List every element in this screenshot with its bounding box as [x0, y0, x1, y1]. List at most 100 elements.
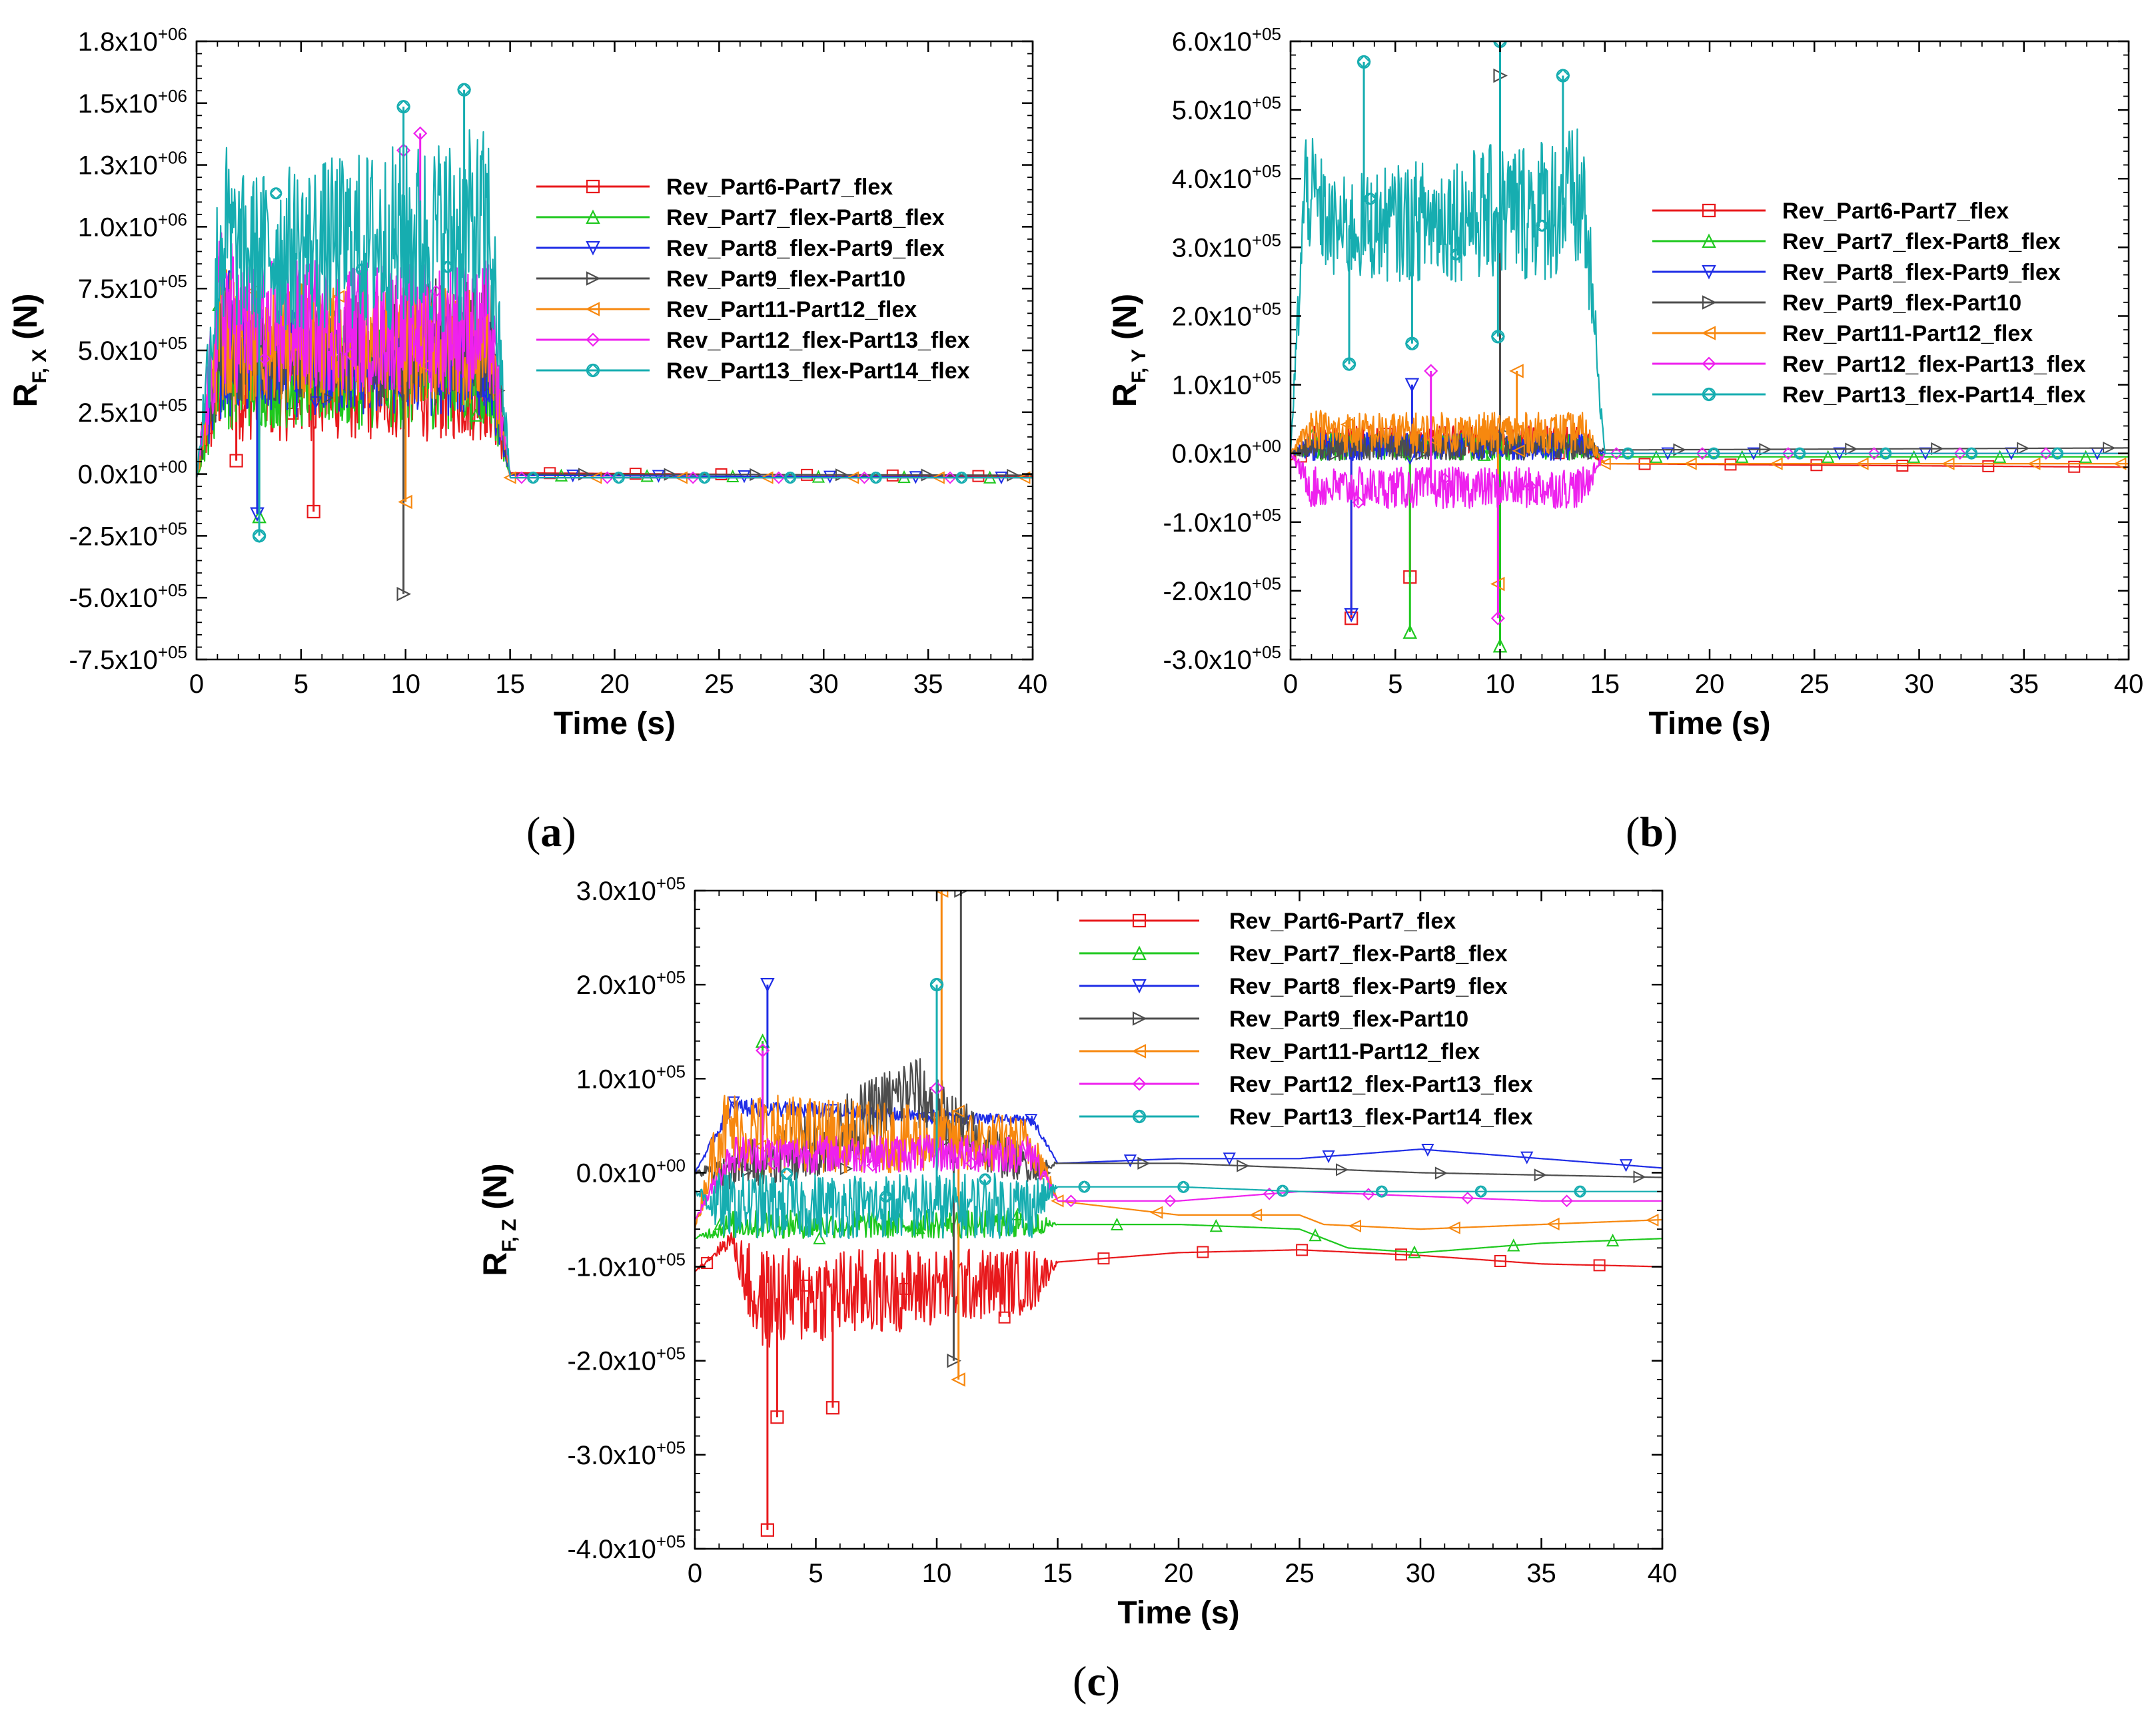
series-marker-Rev_Part6-Part7_flex — [1896, 460, 1909, 472]
x-axis-title: Time (s) — [1117, 1595, 1239, 1631]
series-marker-Rev_Part12_flex-Part13_flex — [344, 348, 357, 361]
series-marker-Rev_Part13_flex-Part14_flex — [396, 99, 411, 114]
legend-label: Rev_Part12_flex-Part13_flex — [1782, 352, 2086, 377]
series-marker-Rev_Part11-Part12_flex — [1598, 457, 1611, 470]
series-marker-Rev_Part13_flex-Part14_flex — [1879, 447, 1892, 460]
panel-caption: (a) — [526, 808, 576, 855]
series-marker-Rev_Part7_flex-Part8_flex — [813, 1231, 826, 1244]
series-marker-Rev_Part12_flex-Part13_flex — [515, 471, 528, 484]
legend-label: Rev_Part11-Part12_flex — [666, 297, 917, 322]
series-marker-Rev_Part7_flex-Part8_flex — [1408, 1245, 1421, 1258]
legend-marker — [586, 363, 600, 378]
series-marker-Rev_Part13_flex-Part14_flex — [1707, 447, 1720, 460]
series-marker-Rev_Part6-Part7_flex — [1494, 1255, 1506, 1268]
series-marker-Rev_Part8_flex-Part9_flex — [738, 470, 751, 484]
series-marker-Rev_Part13_flex-Part14_flex — [612, 471, 626, 484]
series-marker-Rev_Part13_flex-Part14_flex — [1342, 357, 1356, 372]
legend-label: Rev_Part8_flex-Part9_flex — [1229, 974, 1508, 999]
legend-marker — [1132, 913, 1147, 928]
series-line-Rev_Part12_flex-Part13_flex — [695, 1134, 1662, 1220]
series-marker-Rev_Part7_flex-Part8_flex — [1993, 450, 2007, 463]
series-marker-Rev_Part12_flex-Part13_flex — [1868, 447, 1881, 460]
x-tick-label: 5 — [1388, 669, 1402, 699]
series-marker-Rev_Part12_flex-Part13_flex — [1438, 472, 1451, 486]
series-marker-Rev_Part7_flex-Part8_flex — [1507, 1238, 1520, 1252]
y-tick-label: 1.3x10+06 — [78, 148, 187, 181]
series-marker-Rev_Part11-Part12_flex — [1249, 1208, 1263, 1222]
series-marker-Rev_Part13_flex-Part14_flex — [1450, 248, 1462, 261]
legend-marker — [586, 240, 600, 256]
plot-area — [1291, 41, 2129, 653]
y-tick-label: 3.0x10+05 — [1172, 230, 1281, 262]
legend-marker — [1702, 356, 1716, 371]
series-marker-Rev_Part12_flex-Part13_flex — [1352, 496, 1365, 509]
series-marker-Rev_Part13_flex-Part14_flex — [979, 1172, 992, 1186]
x-tick-label: 25 — [1800, 669, 1830, 699]
y-tick-label: -5.0x10+05 — [69, 580, 187, 613]
legend-label: Rev_Part9_flex-Part10 — [666, 266, 905, 292]
series-marker-Rev_Part13_flex-Part14_flex — [1490, 329, 1505, 344]
legend-label: Rev_Part9_flex-Part10 — [1782, 290, 2021, 316]
y-tick-label: 5.0x10+05 — [78, 333, 187, 366]
x-tick-label: 15 — [1590, 669, 1620, 699]
series-marker-Rev_Part13_flex-Part14_flex — [1793, 447, 1806, 460]
legend-label: Rev_Part13_flex-Part14_flex — [1782, 382, 2086, 408]
series-marker-Rev_Part6-Part7_flex — [800, 1279, 812, 1292]
series-marker-Rev_Part6-Part7_flex — [760, 1523, 774, 1537]
series-marker-Rev_Part12_flex-Part13_flex — [943, 471, 957, 484]
legend-marker — [1131, 1044, 1147, 1059]
series-marker-Rev_Part11-Part12_flex — [1770, 457, 1783, 470]
series-marker-Rev_Part12_flex-Part13_flex — [772, 471, 786, 484]
series-marker-Rev_Part13_flex-Part14_flex — [780, 1167, 794, 1180]
series-marker-Rev_Part13_flex-Part14_flex — [1404, 336, 1419, 351]
chart-c: 0 5 10 15 20 25 30 35 40 3.0x10+05 2.0x10+05 1.0x10… — [476, 873, 1677, 1705]
legend-marker — [1702, 264, 1716, 280]
series-marker-Rev_Part6-Part7_flex — [1394, 1248, 1407, 1261]
series-marker-Rev_Part7_flex-Part8_flex — [1736, 450, 1749, 463]
series-marker-Rev_Part9_flex-Part10 — [1336, 1163, 1349, 1176]
series-marker-Rev_Part8_flex-Part9_flex — [566, 469, 580, 483]
legend-label: Rev_Part13_flex-Part14_flex — [666, 358, 970, 384]
series-line-Rev_Part13_flex-Part14_flex — [695, 1172, 1662, 1240]
series-marker-Rev_Part12_flex-Part13_flex — [1163, 1194, 1177, 1208]
series-marker-Rev_Part11-Part12_flex — [1546, 1217, 1560, 1230]
series-marker-Rev_Part11-Part12_flex — [1684, 457, 1697, 470]
series-marker-Rev_Part6-Part7_flex — [1345, 612, 1358, 626]
legend: Rev_Part6-Part7_flex Rev_Part7_flex-Part8… — [1652, 199, 2086, 408]
series-marker-Rev_Part12_flex-Part13_flex — [1953, 447, 1967, 460]
series-marker-Rev_Part6-Part7_flex — [825, 1401, 840, 1415]
y-tick-label: 2.0x10+05 — [576, 967, 686, 1000]
series-marker-Rev_Part6-Part7_flex — [1638, 458, 1651, 470]
series-marker-Rev_Part9_flex-Part10 — [741, 1164, 754, 1178]
legend-marker — [1132, 1011, 1147, 1026]
series-marker-Rev_Part12_flex-Part13_flex — [1424, 364, 1438, 378]
y-axis-title: RF, X (N) — [7, 293, 51, 407]
series-marker-Rev_Part7_flex-Part8_flex — [1907, 450, 1921, 463]
series-marker-Rev_Part13_flex-Part14_flex — [1356, 55, 1371, 69]
series-marker-Rev_Part11-Part12_flex — [1509, 364, 1524, 378]
series-marker-Rev_Part9_flex-Part10 — [1415, 448, 1428, 461]
x-tick-label: 20 — [600, 669, 630, 699]
series-marker-Rev_Part6-Part7_flex — [306, 504, 320, 519]
series-marker-Rev_Part11-Part12_flex — [2027, 457, 2041, 470]
x-axis-title: Time (s) — [554, 706, 676, 741]
x-tick-label: 35 — [1526, 1559, 1556, 1588]
legend-label: Rev_Part11-Part12_flex — [1229, 1039, 1480, 1065]
legend-marker — [1701, 326, 1716, 340]
x-tick-label: 30 — [1904, 669, 1934, 699]
legend-label: Rev_Part8_flex-Part9_flex — [666, 236, 945, 261]
x-tick-label: 20 — [1164, 1559, 1194, 1588]
y-tick-label: -2.0x10+05 — [1163, 574, 1281, 606]
series-marker-Rev_Part8_flex-Part9_flex — [1024, 1114, 1038, 1127]
y-tick-label: 1.0x10+05 — [1172, 368, 1281, 400]
series-marker-Rev_Part8_flex-Part9_flex — [1123, 1154, 1137, 1168]
panel-caption: (b) — [1626, 808, 1678, 855]
series-marker-Rev_Part12_flex-Part13_flex — [866, 1159, 879, 1172]
series-marker-Rev_Part9_flex-Part10 — [1759, 442, 1772, 456]
x-axis-title: Time (s) — [1648, 706, 1770, 741]
series-marker-Rev_Part12_flex-Part13_flex — [1362, 1188, 1375, 1201]
series-marker-Rev_Part12_flex-Part13_flex — [1263, 1187, 1276, 1200]
series-line-Rev_Part8_flex-Part9_flex — [695, 1098, 1662, 1173]
series-marker-Rev_Part12_flex-Part13_flex — [413, 126, 428, 141]
series-marker-Rev_Part7_flex-Part8_flex — [1606, 1233, 1620, 1247]
